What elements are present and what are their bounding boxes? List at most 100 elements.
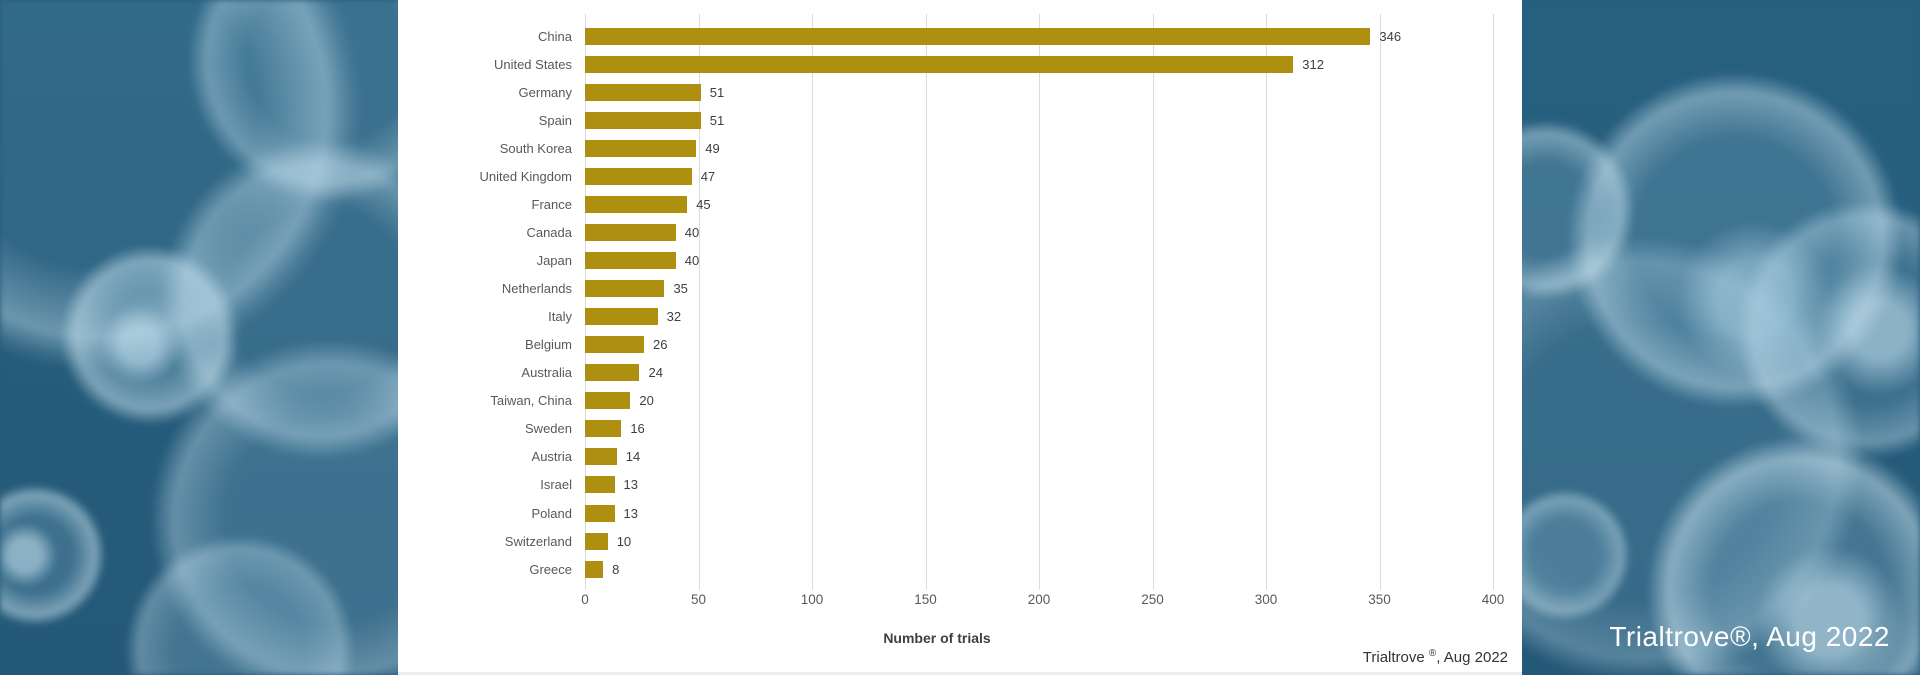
chart-row: Spain 51 — [539, 111, 1493, 129]
background-caption: Trialtrove®, Aug 2022 — [1609, 621, 1890, 652]
bar — [585, 280, 665, 298]
bar — [585, 83, 701, 101]
value-label: 10 — [616, 533, 632, 549]
value-label: 14 — [625, 449, 641, 465]
value-label: 8 — [612, 561, 620, 577]
gridline — [1266, 14, 1267, 590]
bar — [585, 420, 622, 438]
chart-row: Belgium 26 — [525, 336, 1493, 354]
chart-row: Sweden 16 — [525, 420, 1493, 438]
category-label: United Kingdom — [479, 168, 573, 184]
category-label: Belgium — [525, 337, 572, 353]
x-tick-label: 250 — [1141, 592, 1164, 607]
chart-row: Italy 32 — [548, 308, 1493, 326]
bar — [585, 167, 692, 185]
source-date: , Aug 2022 — [1436, 649, 1508, 666]
category-label: Switzerland — [504, 533, 572, 549]
value-label: 20 — [639, 393, 654, 409]
bar — [585, 195, 688, 213]
bar — [585, 364, 640, 382]
bar — [585, 223, 676, 241]
bar — [585, 27, 1371, 45]
chart-row: Austria 14 — [532, 448, 1493, 466]
category-label: Poland — [531, 505, 572, 521]
value-label: 47 — [700, 168, 716, 184]
bar — [585, 308, 658, 326]
bar — [585, 111, 701, 129]
value-label: 40 — [684, 224, 700, 240]
category-label: Israel — [540, 477, 572, 493]
registered-trademark-icon: ® — [1428, 648, 1437, 659]
value-label: 312 — [1302, 56, 1324, 72]
value-label: 51 — [709, 84, 725, 100]
bar — [585, 55, 1294, 73]
value-label: 13 — [623, 505, 638, 521]
x-tick-label: 300 — [1254, 592, 1278, 607]
bar — [585, 532, 608, 550]
value-label: 35 — [673, 281, 688, 297]
gridline — [1152, 14, 1154, 590]
chart-row: Poland 13 — [532, 504, 1493, 522]
chart-row: South Korea 49 — [500, 139, 1493, 157]
bar — [585, 251, 676, 269]
category-label: Spain — [538, 112, 572, 128]
category-label: France — [531, 196, 572, 212]
bar — [585, 336, 645, 354]
category-label: Sweden — [525, 421, 572, 437]
chart-row: China 346 — [538, 27, 1493, 45]
chart-row: Australia 24 — [521, 364, 1493, 382]
value-label: 346 — [1379, 28, 1402, 44]
category-label: Netherlands — [501, 281, 572, 297]
x-tick-label: 150 — [914, 592, 937, 607]
value-label: 45 — [696, 196, 711, 212]
value-label: 32 — [666, 309, 682, 325]
value-label: 49 — [705, 140, 720, 156]
gridline — [812, 14, 813, 590]
category-label: Germany — [518, 84, 572, 100]
category-label: Australia — [521, 365, 572, 381]
chart-row: Greece 8 — [529, 560, 1493, 578]
chart-row: United Kingdom 47 — [480, 167, 1493, 185]
source-citation: Trialtrove ®, Aug 2022 — [1363, 648, 1508, 666]
bar-chart-plot-area: 0 50 100 150 200 250 300 350 400 China 346 United S… — [480, 0, 1504, 675]
category-label: Canada — [526, 224, 572, 240]
chart-row: Taiwan, China 20 — [490, 392, 1493, 410]
value-label: 40 — [684, 252, 700, 268]
gridline — [1039, 14, 1040, 590]
category-label: Taiwan, China — [490, 393, 572, 409]
category-label: South Korea — [499, 140, 572, 156]
gridline — [585, 14, 586, 590]
chart-row: Germany 51 — [519, 83, 1493, 101]
chart-row: Canada 40 — [526, 223, 1493, 241]
gridline — [925, 14, 927, 590]
category-label: Italy — [548, 309, 572, 325]
source-name: Trialtrove — [1362, 649, 1429, 666]
bar — [585, 476, 615, 494]
gridline — [1493, 14, 1494, 590]
bar — [585, 392, 631, 410]
category-label: Austria — [531, 449, 572, 465]
gridline — [1379, 14, 1381, 590]
chart-row: Netherlands 35 — [502, 280, 1493, 298]
x-tick-label: 100 — [800, 592, 824, 607]
bar — [585, 560, 604, 578]
category-label: China — [538, 28, 572, 44]
value-label: 26 — [653, 337, 668, 353]
bar — [585, 139, 697, 157]
bar — [585, 448, 617, 466]
bar — [585, 504, 615, 522]
chart-row: United States 312 — [494, 55, 1493, 73]
chart-panel: 0 50 100 150 200 250 300 350 400 China 346 United S… — [398, 0, 1522, 675]
x-tick-label: 50 — [690, 592, 707, 607]
x-tick-label: 0 — [581, 592, 589, 607]
x-tick-label: 400 — [1481, 592, 1505, 607]
value-label: 24 — [648, 365, 663, 381]
chart-row: France 45 — [532, 195, 1493, 213]
x-tick-label: 350 — [1368, 592, 1391, 607]
chart-row: Israel 13 — [540, 476, 1493, 494]
value-label: 16 — [630, 421, 645, 437]
chart-row: Switzerland 10 — [505, 532, 1493, 550]
chart-row: Japan 40 — [537, 251, 1493, 269]
category-label: Greece — [529, 561, 572, 577]
value-label: 13 — [623, 477, 638, 493]
